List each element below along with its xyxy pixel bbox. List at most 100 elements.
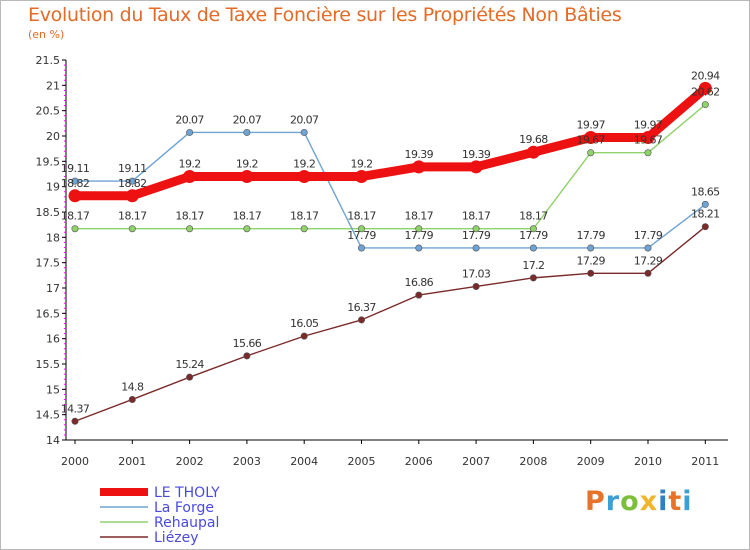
x-tick-label: 2008 [519,455,547,468]
y-tick-label: 21.5 [36,54,61,67]
chart-title: Evolution du Taux de Taxe Foncière sur l… [28,4,622,26]
point-2-7 [472,225,480,233]
x-tick-label: 2001 [118,455,146,468]
proxiti-logo: Proxiti [585,486,693,517]
data-label-0-8: 19.68 [519,133,548,146]
data-label-2-2: 18.17 [175,210,204,223]
data-label-3-6: 16.86 [405,276,434,289]
data-label-2-3: 18.17 [233,210,262,223]
point-1-0 [71,177,79,185]
point-2-2 [186,225,194,233]
y-tick-label: 17.5 [36,257,61,270]
point-3-9 [587,269,595,277]
series-line-2 [74,103,706,230]
data-label-2-5: 18.17 [347,210,376,223]
data-label-2-10: 19.67 [634,134,663,147]
point-2-5 [357,225,365,233]
x-tick-label: 2007 [462,455,490,468]
point-3-11 [701,223,709,231]
point-3-5 [357,316,365,324]
point-2-4 [300,225,308,233]
point-1-5 [357,244,365,252]
point-2-10 [644,149,652,157]
y-tick-label: 19 [46,181,60,194]
point-3-10 [644,269,652,277]
point-0-3 [240,170,254,184]
y-tick-label: 17 [46,282,60,295]
data-label-0-4: 19.2 [293,158,315,171]
axes: 14 14.5 15 15.5 16 16.5 17 17.5 18 18.5 19 19.5 20 20… [36,54,728,468]
data-label-0-9: 19.97 [576,119,605,132]
data-label-3-3: 15.66 [233,337,262,350]
data-label-3-2: 15.24 [175,358,204,371]
data-label-3-5: 16.37 [347,301,376,314]
data-label-0-11: 20.94 [691,69,720,82]
x-tick-label: 2003 [233,455,261,468]
y-tick-label: 14.5 [36,409,61,422]
data-label-3-0: 14.37 [61,402,90,415]
y-tick-label: 18.5 [36,206,61,219]
point-0-11 [698,81,712,95]
point-0-1 [125,189,139,203]
point-1-6 [415,244,423,252]
point-3-6 [415,291,423,299]
y-tick-label: 15.5 [36,358,61,371]
point-3-3 [243,352,251,360]
point-0-0 [68,189,82,203]
y-tick-label: 21 [46,79,60,92]
data-label-0-0: 18.82 [61,177,90,190]
x-tick-label: 2009 [577,455,605,468]
point-1-4 [300,128,308,136]
point-2-0 [71,225,79,233]
x-tick-label: 2002 [176,455,204,468]
y-tick-label: 16 [46,333,60,346]
point-1-10 [644,244,652,252]
point-0-5 [355,170,368,184]
data-label-0-7: 19.39 [462,148,491,161]
legend-label-2: Rehaupal [154,515,219,531]
point-2-6 [415,225,423,233]
series-points [68,81,712,425]
point-3-1 [128,395,136,403]
data-label-1-7: 17.79 [462,229,491,242]
data-label-0-3: 19.2 [236,158,258,171]
data-label-0-2: 19.2 [179,158,201,171]
data-label-1-5: 17.79 [347,229,376,242]
point-1-3 [243,128,251,136]
y-tick-label: 14 [46,434,60,447]
point-0-9 [584,131,598,145]
y-tick-label: 20.5 [36,105,61,118]
data-label-3-10: 17.29 [634,254,663,267]
data-label-0-1: 18.82 [118,177,147,190]
x-tick-label: 2000 [61,455,89,468]
data-label-3-8: 17.2 [522,259,544,272]
data-label-3-4: 16.05 [290,317,319,330]
data-label-1-9: 17.79 [576,229,605,242]
data-label-1-4: 20.07 [290,113,319,126]
point-0-7 [469,160,483,174]
data-label-0-10: 19.97 [634,119,663,132]
data-label-1-1: 19.11 [118,162,147,175]
y-tick-label: 20 [46,130,60,143]
y-tick-label: 18 [46,231,60,244]
series-line-0 [70,83,710,201]
data-label-2-1: 18.17 [118,210,147,223]
legend-label-1: La Forge [154,500,214,516]
point-0-8 [526,145,540,159]
point-2-8 [529,225,537,233]
point-2-9 [587,149,595,157]
data-labels: 18.82 18.82 19.2 19.2 19.2 19.2 19.39 19.39 19.6… [61,69,721,415]
point-1-9 [587,244,595,252]
point-1-1 [128,177,136,185]
point-3-4 [300,332,308,340]
point-2-11 [701,101,709,109]
y-tick-label: 19.5 [36,155,61,168]
data-label-1-0: 19.11 [61,162,90,175]
y-unit-label: (en %) [28,28,65,41]
y-tick-label: 16.5 [36,307,61,320]
x-tick-label: 2010 [634,455,662,468]
data-label-2-7: 18.17 [462,210,491,223]
point-0-6 [412,160,426,174]
point-3-2 [186,373,194,381]
